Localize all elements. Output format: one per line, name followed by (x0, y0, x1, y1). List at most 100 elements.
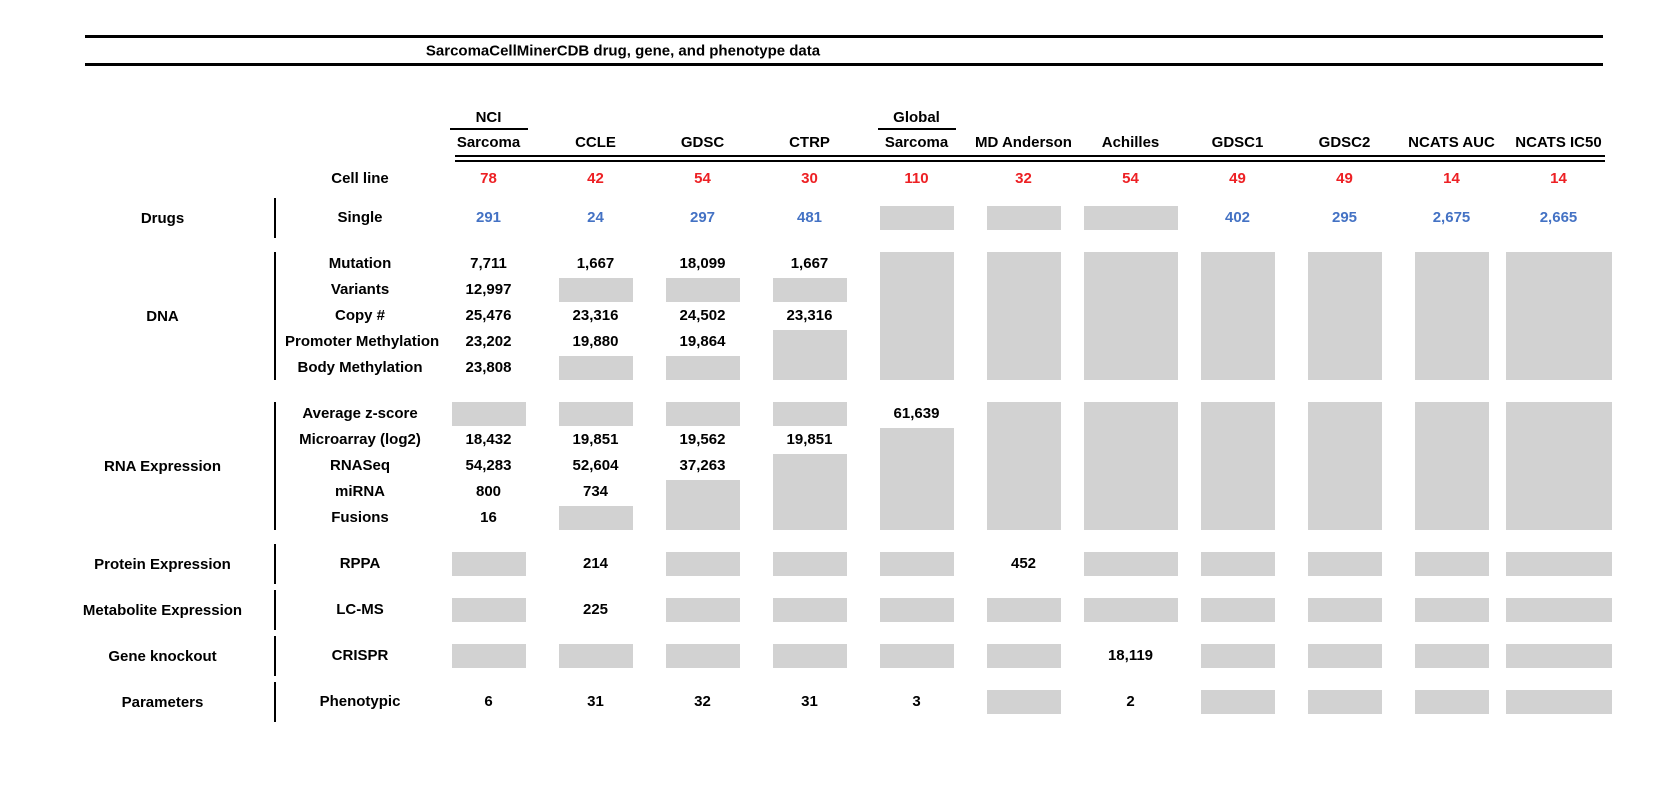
no-data-box (879, 644, 954, 668)
data-value: 225 (582, 601, 609, 618)
no-data-box (1200, 402, 1275, 530)
cell-line-count: 32 (1015, 170, 1032, 187)
column-header-top-label: NCI (449, 108, 528, 130)
row-label: CRISPR (331, 647, 389, 664)
column-header-label: Achilles (1101, 134, 1160, 151)
no-data-box (1083, 552, 1178, 576)
section-divider (265, 251, 285, 381)
section-divider (265, 198, 285, 238)
no-data-box (1505, 644, 1612, 668)
no-data-box (986, 598, 1061, 622)
divider-line (274, 636, 276, 676)
row-label: Copy # (334, 307, 385, 324)
data-value: 7,711 (470, 255, 507, 272)
data-value: 31 (587, 693, 604, 710)
divider-line (274, 198, 276, 238)
no-data-box (986, 402, 1061, 530)
section-divider (265, 401, 285, 531)
data-value: 3 (912, 693, 921, 710)
column-header-label: MD Anderson (975, 134, 1072, 151)
column-header-label: NCATS IC50 (1515, 134, 1602, 151)
no-data-box (1200, 552, 1275, 576)
section: Metabolite Expression LC-MS 225 (60, 590, 1612, 630)
data-value: 16 (480, 509, 497, 526)
column-header: GDSC (649, 96, 756, 152)
data-value: 54,283 (465, 457, 512, 474)
row-label: Single (337, 209, 383, 226)
data-value: 2,675 (1432, 209, 1471, 226)
no-data-box (1200, 644, 1275, 668)
no-data-box (1083, 598, 1178, 622)
no-data-box (1307, 690, 1382, 714)
no-data-box (1307, 552, 1382, 576)
section-divider (265, 636, 285, 676)
column-header-label: CTRP (789, 134, 830, 151)
no-data-box (1083, 402, 1178, 530)
section-divider (265, 682, 285, 722)
no-data-box (1505, 252, 1612, 380)
data-value: 2,665 (1539, 209, 1578, 226)
no-data-box (451, 598, 526, 622)
cell-line-count: 78 (480, 170, 497, 187)
row-label: Phenotypic (319, 693, 401, 710)
data-value: 19,880 (572, 333, 619, 350)
data-value: 19,851 (786, 431, 833, 448)
section: RNA Expression Average z-score Microarray … (60, 401, 1612, 531)
no-data-box (879, 252, 954, 380)
divider-line (274, 402, 276, 530)
no-data-box (1505, 402, 1612, 530)
column-header: NCATS IC50 (1505, 96, 1612, 152)
no-data-box (986, 252, 1061, 380)
no-data-box (1200, 690, 1275, 714)
no-data-box (1307, 644, 1382, 668)
no-data-box (986, 644, 1061, 668)
no-data-box (772, 644, 847, 668)
row-label: Promoter Methylation (285, 333, 440, 350)
data-value: 32 (694, 693, 711, 710)
row-label: miRNA (334, 483, 385, 500)
no-data-box (558, 506, 633, 530)
cell-line-count: 14 (1550, 170, 1567, 187)
column-header: Global Sarcoma (863, 96, 970, 152)
cell-line-count: 49 (1336, 170, 1353, 187)
column-header: MD Anderson (970, 96, 1077, 152)
no-data-box (1200, 252, 1275, 380)
data-value: 18,099 (679, 255, 726, 272)
data-value: 23,316 (572, 307, 619, 324)
divider-line (274, 252, 276, 380)
column-header: NCI Sarcoma (435, 96, 542, 152)
no-data-box (1414, 644, 1489, 668)
row-label: Mutation (328, 255, 392, 272)
no-data-box (1200, 598, 1275, 622)
section: Drugs Single 291 24 297 481 402 295 2,675 2,665 (60, 198, 1612, 238)
no-data-box (665, 480, 740, 530)
no-data-box (558, 278, 633, 302)
column-header-label: GDSC (680, 134, 725, 151)
column-header-label: GDSC2 (1318, 134, 1371, 151)
data-value: 291 (475, 209, 502, 226)
column-header-label: Sarcoma (884, 134, 949, 151)
divider-line (274, 682, 276, 722)
row-label: RNASeq (329, 457, 390, 474)
column-header-label: CCLE (575, 134, 616, 151)
no-data-box (1414, 402, 1489, 530)
column-header: NCATS AUC (1398, 96, 1505, 152)
row-label: Microarray (log2) (299, 431, 421, 448)
no-data-box (1505, 690, 1612, 714)
no-data-box (665, 644, 740, 668)
section-category: Drugs (140, 209, 185, 227)
cell-line-label: Cell line (331, 170, 389, 187)
cell-line-count: 54 (1122, 170, 1139, 187)
section-divider (265, 544, 285, 584)
data-value: 19,562 (679, 431, 726, 448)
cell-line-count: 54 (694, 170, 711, 187)
no-data-box (1307, 402, 1382, 530)
no-data-box (665, 356, 740, 380)
column-header-top-label: Global (877, 108, 956, 130)
no-data-box (1505, 552, 1612, 576)
no-data-box (772, 330, 847, 380)
data-value: 52,604 (572, 457, 619, 474)
no-data-box (1414, 552, 1489, 576)
no-data-box (879, 206, 954, 230)
no-data-box (1083, 252, 1178, 380)
